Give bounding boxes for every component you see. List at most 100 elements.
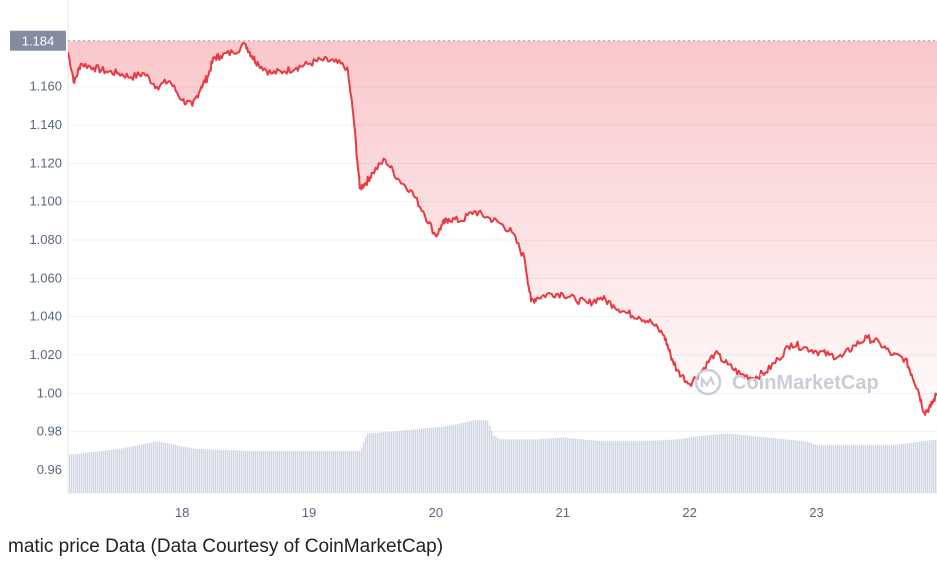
volume-bar — [675, 439, 677, 493]
volume-bar — [681, 438, 683, 493]
volume-bar — [341, 450, 343, 493]
volume-bar — [551, 438, 553, 493]
volume-bar — [691, 437, 693, 493]
volume-bar — [805, 441, 807, 493]
volume-bar — [495, 436, 497, 493]
volume-bar — [153, 442, 155, 493]
volume-bar — [335, 450, 337, 493]
volume-bar — [511, 439, 513, 493]
volume-bar — [737, 434, 739, 493]
volume-bar — [449, 425, 451, 493]
volume-bar — [643, 441, 645, 493]
volume-bar — [909, 442, 911, 493]
volume-bar — [727, 433, 729, 493]
volume-bar — [325, 450, 327, 493]
coinmarketcap-logo-icon — [694, 368, 722, 396]
volume-bar — [157, 441, 159, 493]
volume-bar — [227, 450, 229, 493]
volume-bar — [323, 450, 325, 493]
volume-bar — [553, 438, 555, 493]
volume-bar — [339, 450, 341, 493]
volume-bar — [655, 440, 657, 493]
volume-bar — [781, 438, 783, 493]
volume-bar — [667, 439, 669, 493]
volume-bar — [523, 439, 525, 493]
volume-bar — [903, 443, 905, 493]
x-tick-label: 20 — [429, 505, 443, 520]
volume-bar — [919, 441, 921, 493]
volume-bar — [253, 450, 255, 493]
volume-bar — [539, 439, 541, 493]
volume-bar — [707, 435, 709, 493]
volume-bar — [773, 438, 775, 493]
chart-caption: matic price Data (Data Courtesy of CoinM… — [8, 536, 444, 557]
volume-bar — [439, 426, 441, 493]
volume-bar — [195, 448, 197, 493]
volume-bar — [855, 445, 857, 493]
volume-bar — [487, 421, 489, 493]
volume-bar — [293, 450, 295, 493]
volume-bar — [845, 445, 847, 493]
volume-bar — [651, 440, 653, 493]
volume-bar — [289, 450, 291, 493]
volume-bar — [453, 424, 455, 493]
volume-bar — [723, 433, 725, 493]
volume-bar — [659, 440, 661, 493]
volume-bar — [183, 446, 185, 493]
volume-bar — [871, 445, 873, 493]
volume-bar — [701, 435, 703, 493]
y-tick-label: 0.96 — [37, 462, 62, 477]
volume-bar — [843, 445, 845, 493]
volume-bar — [113, 449, 115, 493]
volume-bar — [277, 450, 279, 493]
volume-bar — [885, 445, 887, 493]
volume-bar — [797, 440, 799, 493]
volume-bar — [619, 441, 621, 493]
volume-bar — [775, 438, 777, 493]
volume-bar — [193, 448, 195, 493]
volume-bar — [927, 440, 929, 493]
volume-bar — [837, 445, 839, 493]
volume-bar — [851, 445, 853, 493]
volume-bar — [155, 441, 157, 493]
volume-bar — [769, 437, 771, 493]
volume-bar — [599, 441, 601, 493]
volume-bar — [407, 430, 409, 493]
volume-bar — [489, 425, 491, 493]
volume-bar — [255, 450, 257, 493]
volume-bar — [141, 444, 143, 493]
volume-bar — [283, 450, 285, 493]
volume-bar — [319, 450, 321, 493]
volume-bar — [211, 449, 213, 493]
volume-bar — [425, 428, 427, 493]
volume-bar — [757, 436, 759, 493]
volume-bar — [133, 446, 135, 493]
volume-bar — [865, 445, 867, 493]
volume-bar — [101, 450, 103, 493]
volume-bar — [317, 450, 319, 493]
volume-bar — [127, 447, 129, 493]
volume-bars — [69, 420, 937, 493]
volume-bar — [825, 445, 827, 493]
volume-bar — [151, 442, 153, 493]
volume-bar — [777, 438, 779, 493]
volume-bar — [713, 434, 715, 493]
volume-bar — [299, 450, 301, 493]
volume-bar — [169, 443, 171, 493]
current-price-label: 1.184 — [22, 34, 55, 49]
volume-bar — [485, 420, 487, 493]
x-axis: 18 19 20 21 22 23 — [68, 492, 937, 520]
volume-bar — [823, 445, 825, 493]
volume-bar — [915, 442, 917, 493]
volume-bar — [907, 443, 909, 493]
volume-bar — [171, 444, 173, 493]
volume-bar — [849, 445, 851, 493]
volume-bar — [509, 439, 511, 493]
volume-bar — [637, 441, 639, 493]
volume-bar — [589, 440, 591, 493]
volume-bar — [923, 441, 925, 493]
volume-bar — [799, 440, 801, 493]
volume-bar — [661, 440, 663, 493]
volume-bar — [715, 434, 717, 493]
volume-bar — [229, 450, 231, 493]
